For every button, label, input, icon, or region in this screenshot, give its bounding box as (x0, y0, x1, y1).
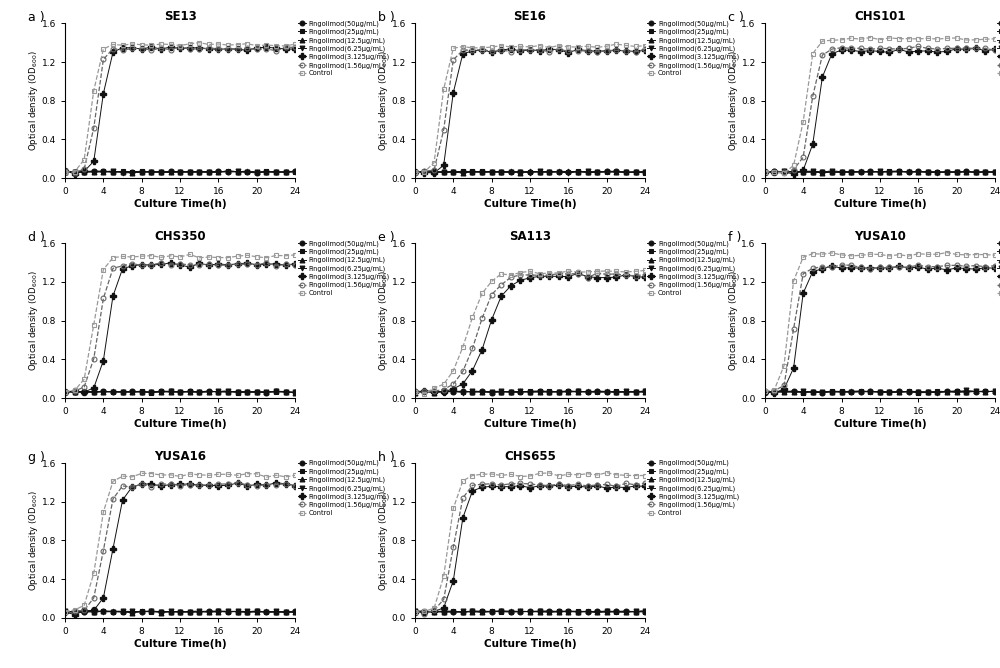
Text: d ): d ) (28, 231, 45, 244)
Y-axis label: Optical density (OD$_{600}$): Optical density (OD$_{600}$) (727, 271, 740, 371)
Text: h ): h ) (378, 451, 395, 464)
Y-axis label: Optical density (OD$_{600}$): Optical density (OD$_{600}$) (27, 271, 40, 371)
X-axis label: Culture Time(h): Culture Time(h) (834, 199, 926, 209)
Text: g ): g ) (28, 451, 45, 464)
Y-axis label: Optical density (OD$_{600}$): Optical density (OD$_{600}$) (377, 490, 390, 591)
Title: YUSA10: YUSA10 (854, 230, 906, 243)
Legend: Fingolimod(50μg/mL), Fingolimod(25μg/mL), Fingolimod(12.5μg/mL), Fingolimod(6.25: Fingolimod(50μg/mL), Fingolimod(25μg/mL)… (298, 460, 389, 516)
X-axis label: Culture Time(h): Culture Time(h) (834, 419, 926, 429)
X-axis label: Culture Time(h): Culture Time(h) (134, 199, 226, 209)
Text: e ): e ) (378, 231, 395, 244)
Text: b ): b ) (378, 11, 395, 24)
Y-axis label: Optical density (OD$_{600}$): Optical density (OD$_{600}$) (27, 490, 40, 591)
Y-axis label: Optical density (OD$_{600}$): Optical density (OD$_{600}$) (377, 271, 390, 371)
Title: SE16: SE16 (514, 11, 546, 23)
Text: f ): f ) (728, 231, 741, 244)
Title: CHS101: CHS101 (854, 11, 906, 23)
Title: CHS350: CHS350 (154, 230, 206, 243)
Title: SE13: SE13 (164, 11, 196, 23)
Text: c ): c ) (728, 11, 744, 24)
Text: a ): a ) (28, 11, 45, 24)
X-axis label: Culture Time(h): Culture Time(h) (484, 639, 576, 649)
Legend: Fingolimod(50μg/mL), Fingolimod(25μg/mL), Fingolimod(12.5μg/mL), Fingolimod(6.25: Fingolimod(50μg/mL), Fingolimod(25μg/mL)… (647, 240, 739, 297)
Title: CHS655: CHS655 (504, 450, 556, 463)
Legend: Fingolimod(50μg/mL), Fingolimod(25μg/mL), Fingolimod(12.5μg/mL), Fingolimod(6.25: Fingolimod(50μg/mL), Fingolimod(25μg/mL)… (298, 240, 389, 297)
Legend: Fingolimod(50μg/mL), Fingolimod(25μg/mL), Fingolimod(12.5μg/mL), Fingolimod(6.25: Fingolimod(50μg/mL), Fingolimod(25μg/mL)… (997, 20, 1000, 76)
Y-axis label: Optical density (OD$_{600}$): Optical density (OD$_{600}$) (727, 50, 740, 151)
Y-axis label: Optical density (OD$_{600}$): Optical density (OD$_{600}$) (377, 50, 390, 151)
Legend: Fingolimod(50μg/mL), Fingolimod(25μg/mL), Fingolimod(12.5μg/mL), Fingolimod(6.25: Fingolimod(50μg/mL), Fingolimod(25μg/mL)… (647, 460, 739, 516)
Legend: Fingolimod(50μg/mL), Fingolimod(25μg/mL), Fingolimod(12.5μg/mL), Fingolimod(6.25: Fingolimod(50μg/mL), Fingolimod(25μg/mL)… (647, 20, 739, 76)
Title: SA113: SA113 (509, 230, 551, 243)
X-axis label: Culture Time(h): Culture Time(h) (134, 419, 226, 429)
X-axis label: Culture Time(h): Culture Time(h) (484, 199, 576, 209)
X-axis label: Culture Time(h): Culture Time(h) (484, 419, 576, 429)
Y-axis label: Optical density (OD$_{600}$): Optical density (OD$_{600}$) (27, 50, 40, 151)
Title: YUSA16: YUSA16 (154, 450, 206, 463)
Legend: Fingolimod(50μg/mL), Fingolimod(25μg/mL), Fingolimod(12.5μg/mL), Fingolimod(6.25: Fingolimod(50μg/mL), Fingolimod(25μg/mL)… (298, 20, 389, 76)
X-axis label: Culture Time(h): Culture Time(h) (134, 639, 226, 649)
Legend: Fingolimod(50μg/mL), Fingolimod(25μg/mL), Fingolimod(12.5μg/mL), Fingolimod(6.25: Fingolimod(50μg/mL), Fingolimod(25μg/mL)… (997, 240, 1000, 297)
